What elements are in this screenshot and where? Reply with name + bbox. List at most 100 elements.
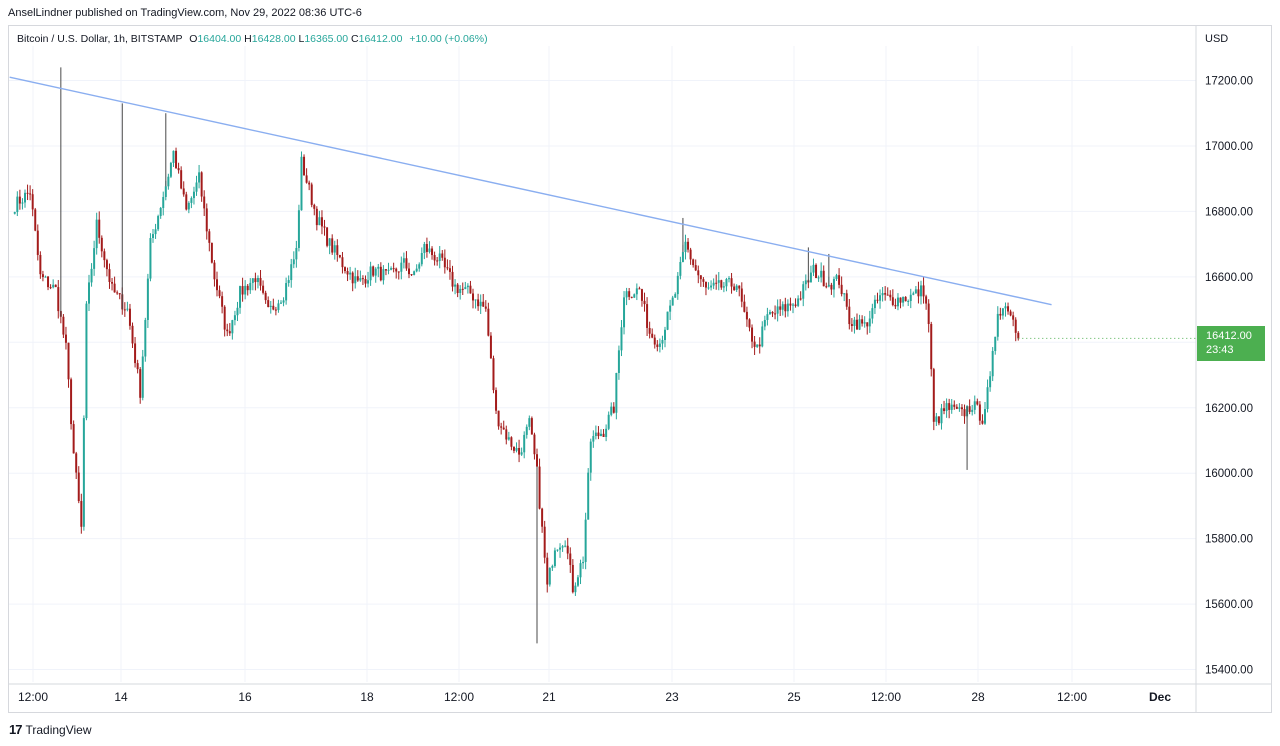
candle-body <box>497 410 500 427</box>
x-tick-label: 25 <box>787 690 801 704</box>
candle-body <box>98 219 101 238</box>
candle-body <box>269 305 272 307</box>
candle-body <box>21 202 24 204</box>
candle-body <box>351 272 354 284</box>
candle-body <box>274 309 277 311</box>
candle-body <box>607 414 610 429</box>
candle-body <box>95 219 98 249</box>
candle-body <box>533 434 536 455</box>
candle-body <box>70 379 73 425</box>
candle-body <box>152 234 154 239</box>
x-tick-label: 18 <box>360 690 374 704</box>
candle-body <box>794 304 797 306</box>
candle-body <box>395 268 398 272</box>
candle-body <box>505 429 508 440</box>
candle-body <box>556 549 559 551</box>
x-tick-label: 12:00 <box>18 690 48 704</box>
candle-body <box>52 284 55 288</box>
change-value: +10.00 (+0.06%) <box>409 33 488 45</box>
footer-brand[interactable]: 17 TradingView <box>9 722 92 737</box>
candle-body <box>571 564 574 593</box>
candle-body <box>981 420 984 424</box>
candle-body <box>29 193 32 195</box>
candle-body <box>77 472 80 502</box>
candle-body <box>792 304 794 306</box>
candle-body <box>221 296 224 307</box>
candle-body <box>310 184 313 205</box>
candle-body <box>500 426 503 428</box>
candle-body <box>991 350 994 377</box>
candle-body <box>809 272 812 283</box>
candle-body <box>54 284 57 288</box>
brand-name: TradingView <box>25 722 92 737</box>
candle-body <box>612 406 615 413</box>
candle-body <box>246 285 249 291</box>
candle-body <box>720 280 723 288</box>
currency-label[interactable]: USD <box>1205 33 1229 45</box>
candle-body <box>638 288 641 290</box>
candle-body <box>382 269 385 281</box>
candle-body <box>761 326 764 347</box>
candle-body <box>873 299 876 309</box>
candle-body <box>208 231 211 243</box>
candle-body <box>830 284 833 290</box>
candle-body <box>825 286 828 288</box>
candle-body <box>333 245 336 253</box>
candle-body <box>410 274 413 276</box>
candle-body <box>41 274 44 278</box>
candle-body <box>553 550 556 567</box>
candle-body <box>725 278 728 287</box>
candle-body <box>1009 311 1012 316</box>
candle-body <box>914 289 917 294</box>
candle-body <box>717 280 720 283</box>
candle-body <box>702 279 705 282</box>
candle-body <box>320 217 323 227</box>
candle-body <box>469 285 472 294</box>
candle-body <box>594 432 597 437</box>
candle-body <box>902 296 905 303</box>
candle-body <box>722 286 725 288</box>
candle-body <box>512 446 515 451</box>
candle-body <box>44 276 47 278</box>
candle-body <box>484 306 487 309</box>
candle-body <box>374 268 377 276</box>
candle-body <box>994 336 997 351</box>
last-price: 16412.00 <box>1206 330 1252 342</box>
candle-body <box>108 269 111 282</box>
candle-body <box>845 293 848 307</box>
candle-body <box>1014 319 1017 333</box>
candle-body <box>866 322 869 327</box>
candle-body <box>408 268 410 275</box>
candle-body <box>940 408 943 424</box>
candle-body <box>771 311 774 314</box>
candle-body <box>856 319 858 330</box>
candle-body <box>1012 315 1015 320</box>
candle-body <box>36 230 39 255</box>
candle-body <box>487 308 490 336</box>
high-label: H <box>244 33 252 45</box>
candle-body <box>538 466 541 509</box>
candle-body <box>671 297 674 306</box>
candle-body <box>182 188 185 195</box>
candle-body <box>413 271 416 275</box>
candle-body <box>827 284 830 287</box>
candle-body <box>136 363 139 370</box>
candle-body <box>464 287 467 290</box>
candle-body <box>559 547 562 550</box>
candle-body <box>917 289 920 297</box>
candle-body <box>707 287 710 289</box>
candle-body <box>295 247 298 260</box>
candle-body <box>195 182 198 192</box>
candle-body <box>679 262 682 276</box>
candle-body <box>254 278 257 283</box>
candle-body <box>971 409 974 412</box>
candle-body <box>582 561 585 564</box>
candle-body <box>863 322 866 324</box>
candle-body <box>1007 306 1010 312</box>
x-tick-label: 14 <box>114 690 128 704</box>
candle-body <box>205 208 208 232</box>
candle-body <box>592 436 595 442</box>
candle-body <box>728 278 730 280</box>
candle-body <box>308 182 311 185</box>
